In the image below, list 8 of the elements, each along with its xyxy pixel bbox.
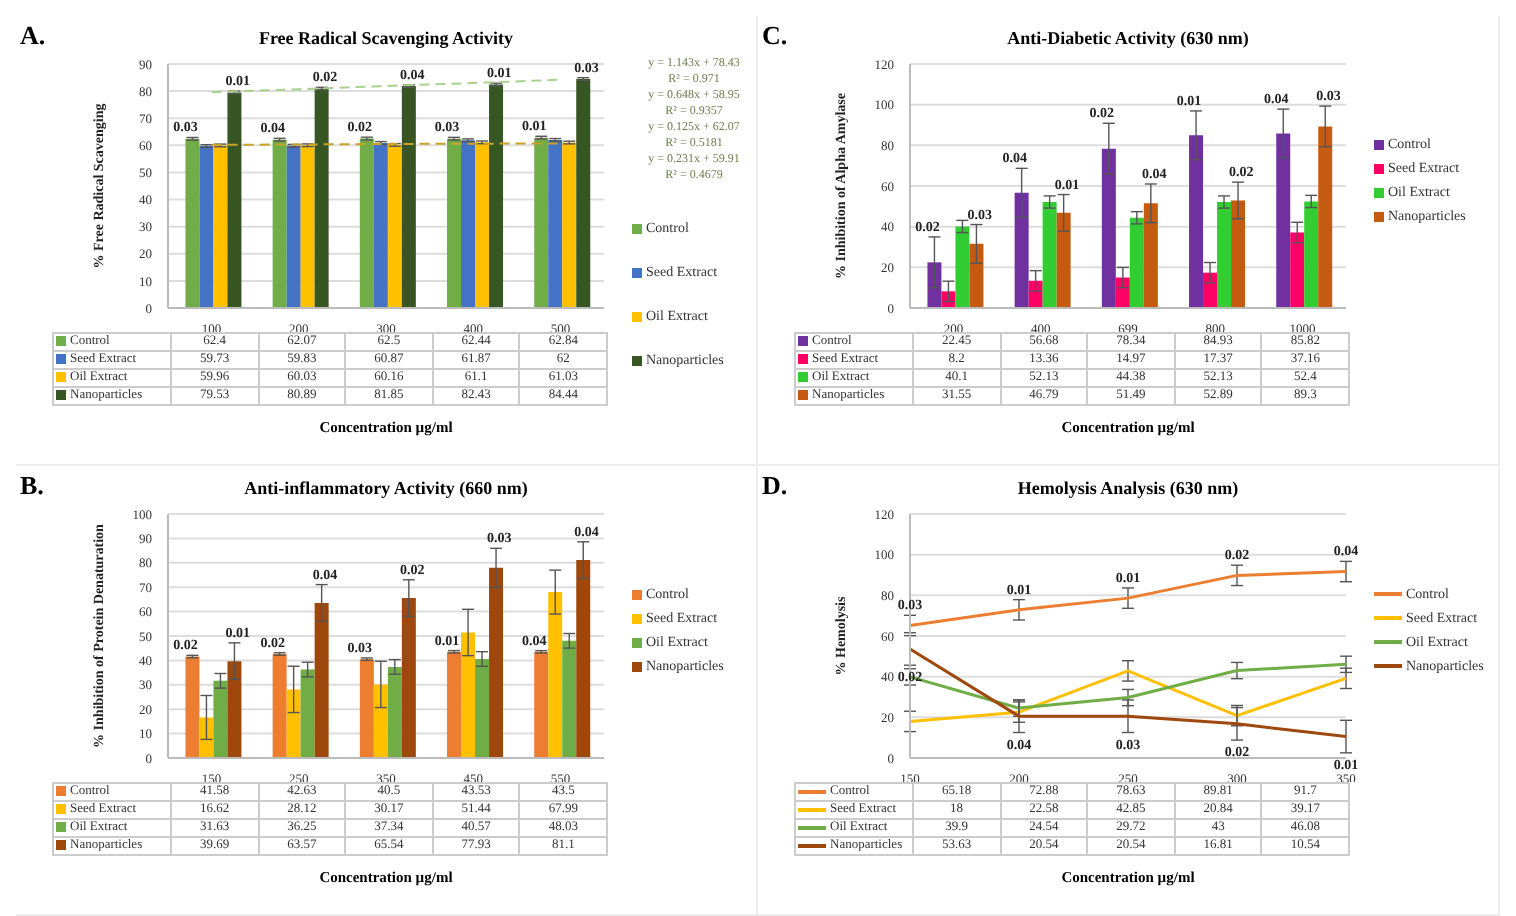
text: D. (762, 470, 788, 502)
chart-title: Anti-inflammatory Activity (660 nm) (242, 478, 530, 498)
chart-title: Free Radical Scavenging Activity (256, 28, 516, 48)
chart-title: Hemolysis Analysis (630 nm) (1015, 478, 1241, 498)
text: C. (762, 20, 788, 52)
text: A. (20, 20, 46, 52)
chart-title: Anti-Diabetic Activity (630 nm) (1005, 28, 1251, 48)
text: B. (20, 470, 44, 502)
